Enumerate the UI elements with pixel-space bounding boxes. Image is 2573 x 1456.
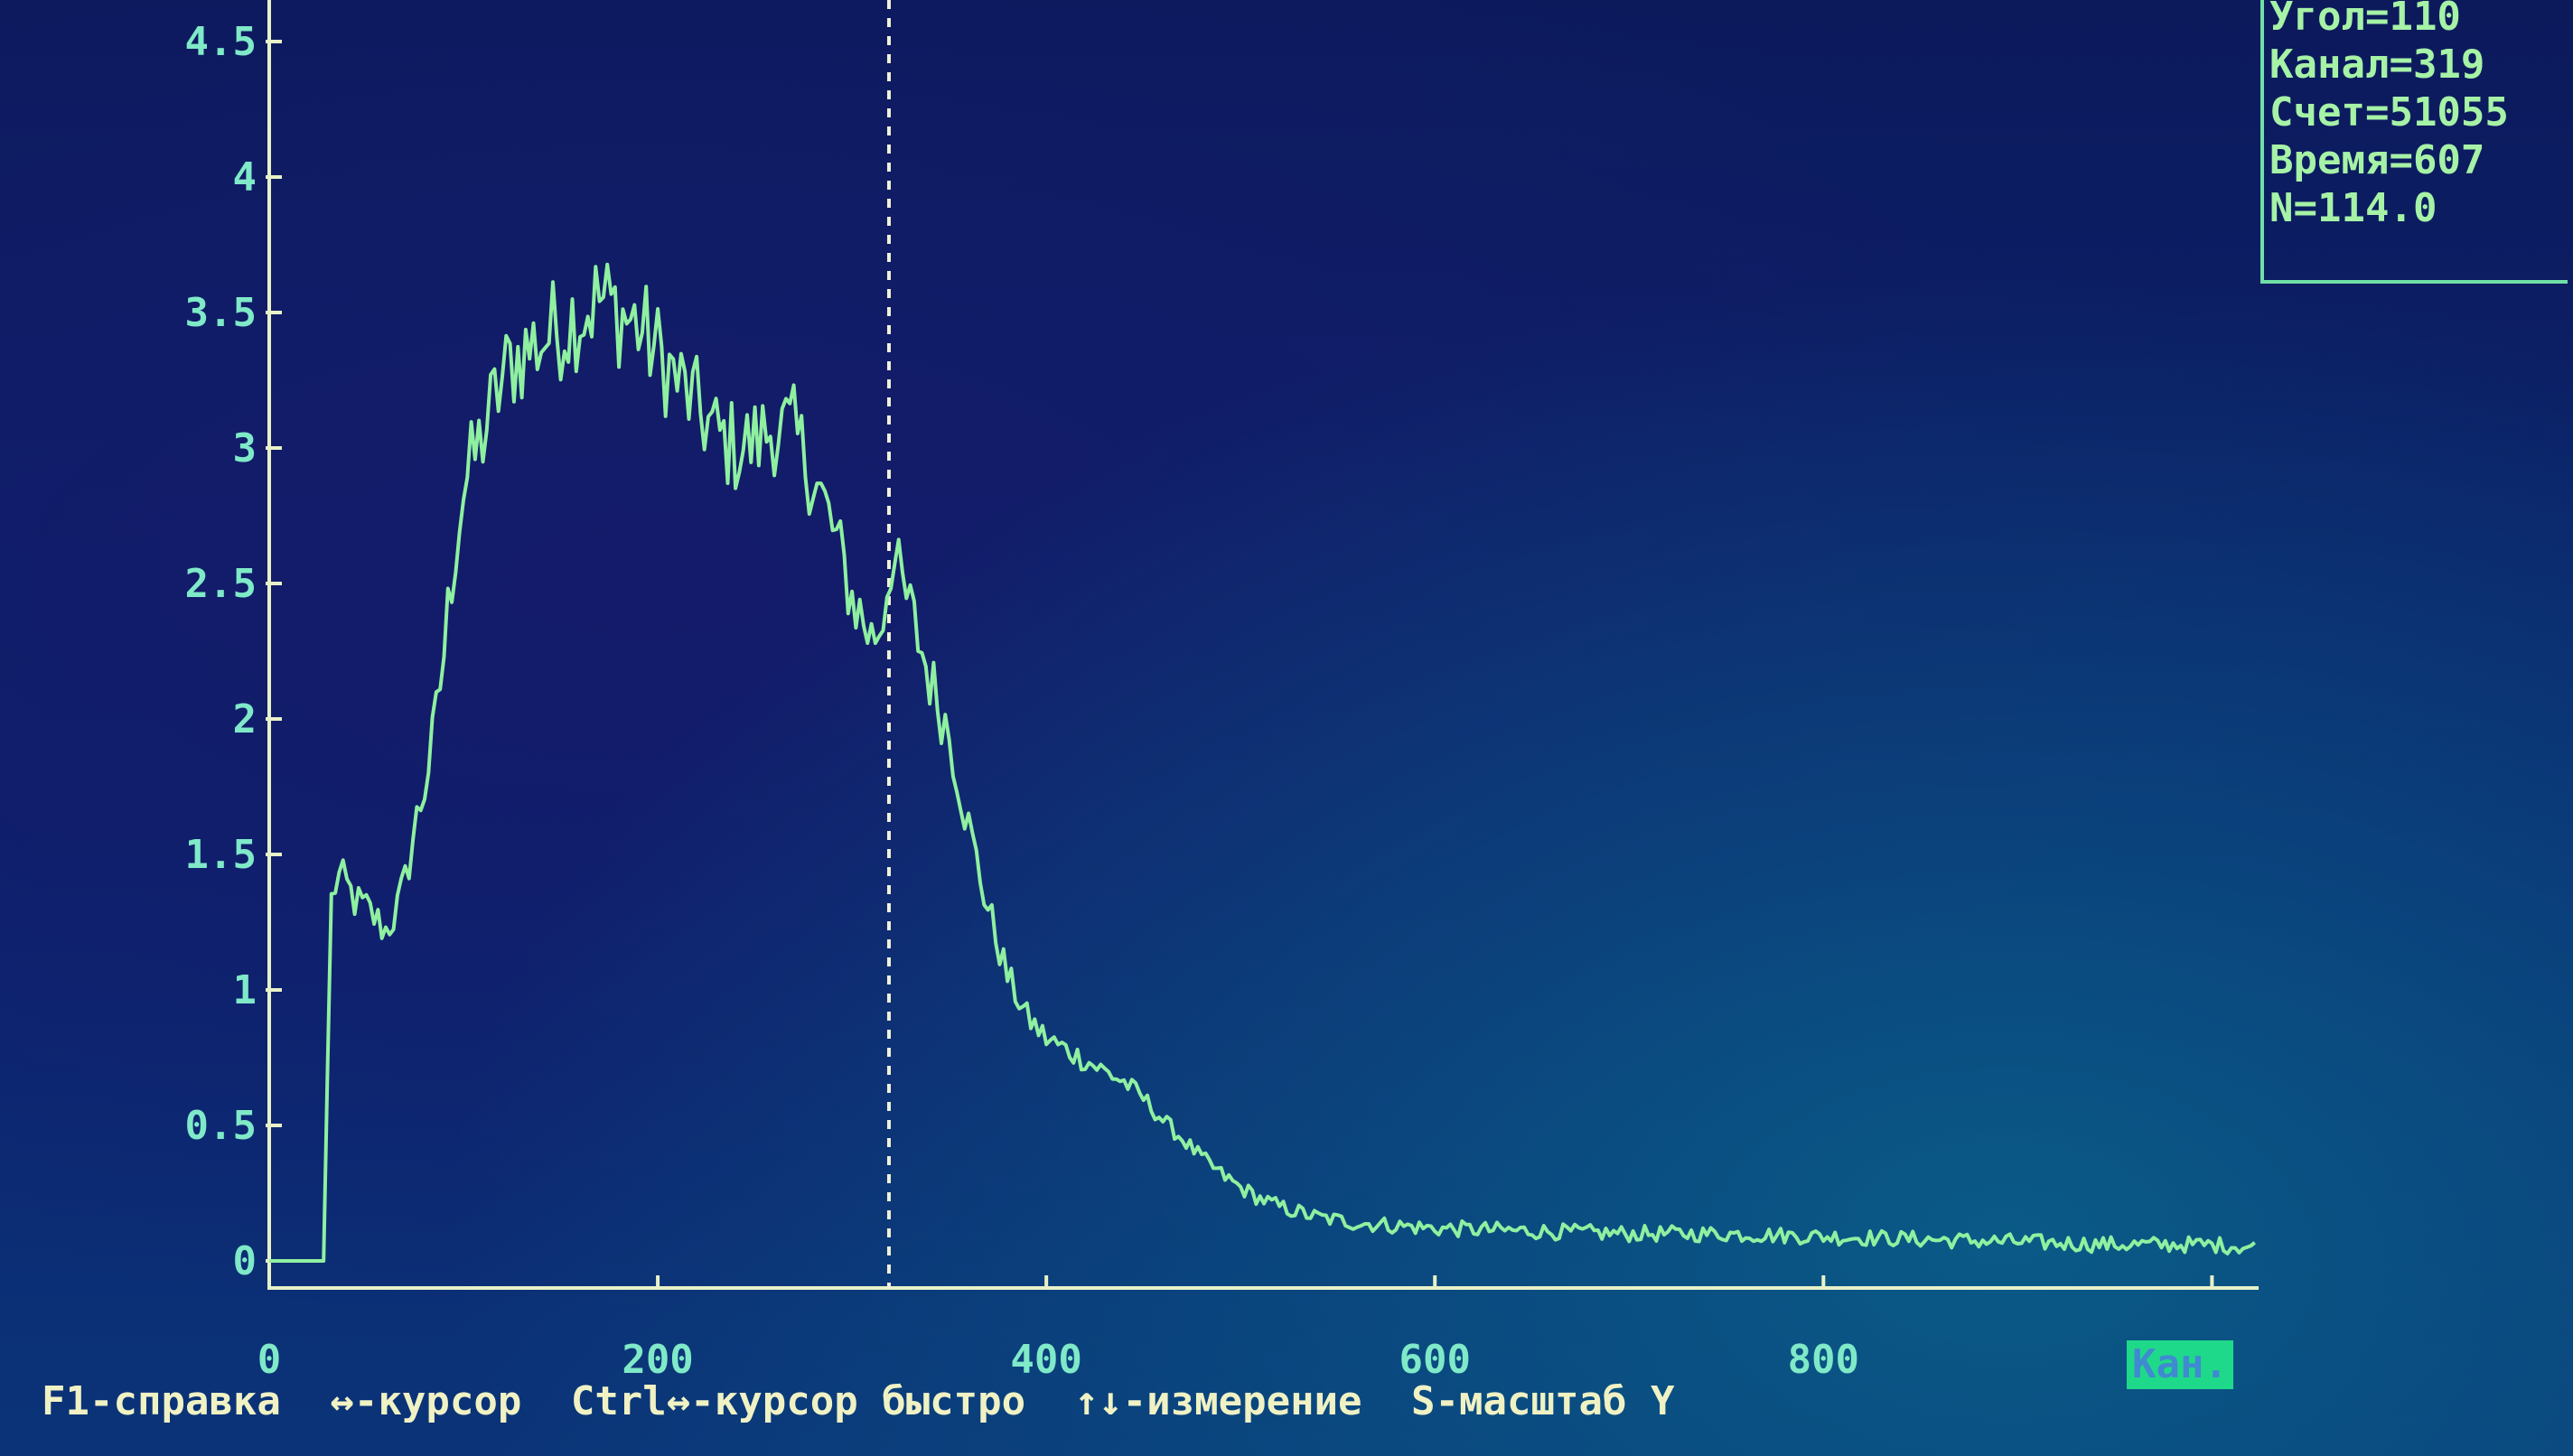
- x-tick-label: 0: [257, 1337, 282, 1383]
- measurement-info-panel: Угол=110 Канал=319 Счет=51055 Время=607 …: [2260, 0, 2568, 284]
- x-tick-label: 800: [1788, 1337, 1859, 1383]
- y-tick-label: 4: [233, 154, 257, 201]
- spectrum-trace: [269, 262, 2256, 1263]
- y-tick-label: 4.5: [185, 19, 257, 65]
- x-axis-unit-badge: Кан.: [2127, 1340, 2233, 1389]
- channel-readout: Канал=319: [2269, 42, 2485, 88]
- y-axis-ticks: 0 0.5 1 1.5 2 2.5 3 3.5 4 4.5: [185, 19, 282, 1284]
- scale-hotkey[interactable]: S-масштаб Y: [1411, 1378, 1675, 1424]
- cursor-hotkey[interactable]: ↔-курсор: [330, 1378, 522, 1424]
- y-tick-label: 2.5: [185, 561, 257, 607]
- n-readout: N=114.0: [2269, 185, 2437, 231]
- y-tick-label: 0.5: [185, 1103, 257, 1149]
- angle-readout: Угол=110: [2269, 0, 2461, 40]
- measure-hotkey[interactable]: ↑↓-измерение: [1074, 1378, 1362, 1424]
- y-tick-label: 1: [233, 967, 257, 1013]
- y-tick-label: 3.5: [185, 290, 257, 336]
- x-tick-label: 600: [1399, 1337, 1470, 1383]
- y-tick-label: 3: [233, 425, 257, 471]
- hotkey-help-bar: F1-справка ↔-курсор Ctrl↔-курсор быстро …: [42, 1378, 1699, 1424]
- x-axis-ticks: 0 200 400 600 800: [257, 1275, 2214, 1383]
- y-tick-label: 2: [233, 696, 257, 742]
- count-readout: Счет=51055: [2269, 89, 2509, 135]
- x-tick-label: 400: [1010, 1337, 1081, 1383]
- y-tick-label: 1.5: [185, 832, 257, 878]
- help-hotkey[interactable]: F1-справка: [42, 1378, 281, 1424]
- x-tick-label: 200: [622, 1337, 693, 1383]
- y-tick-label: 0: [233, 1238, 257, 1284]
- fast-cursor-hotkey[interactable]: Ctrl↔-курсор быстро: [570, 1378, 1026, 1424]
- time-readout: Время=607: [2269, 137, 2485, 183]
